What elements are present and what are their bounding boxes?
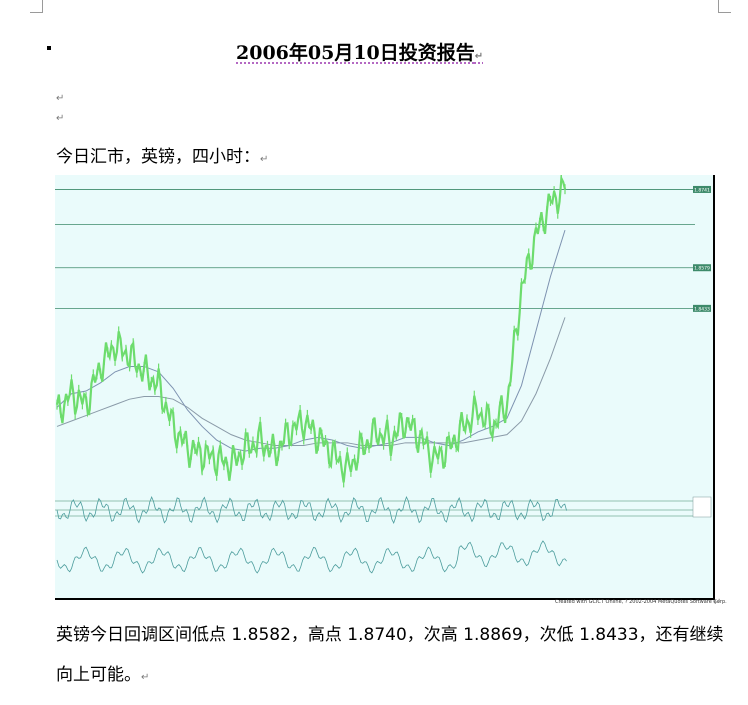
chart-credit: Created with GCICT Online, ? 2002-2004 M… bbox=[555, 599, 727, 605]
paragraph-mark-icon: ↵ bbox=[474, 51, 484, 62]
paragraph-mark-icon: ↵ bbox=[713, 597, 722, 608]
moving-average-fast bbox=[56, 229, 566, 452]
oscillator-value-tag bbox=[692, 496, 712, 518]
title-text: 2006年05月10日投资报告 bbox=[236, 42, 475, 64]
paragraph-mark-icon: ↵ bbox=[260, 154, 269, 165]
moving-average-slow bbox=[56, 317, 566, 447]
paragraph-mark-icon: ↵ bbox=[56, 113, 65, 124]
page-corner-marker-right bbox=[718, 0, 731, 13]
price-level-label: 1.8579 bbox=[694, 266, 710, 272]
paragraph-mark-icon: ↵ bbox=[56, 93, 65, 104]
indicator-line bbox=[56, 540, 567, 574]
intro-text: 今日汇市，英镑，四小时： bbox=[56, 147, 260, 167]
body-text-line-2: 向上可能。 bbox=[56, 665, 141, 685]
document-title[interactable]: 2006年05月10日投资报告↵ bbox=[236, 38, 483, 65]
price-level-tag bbox=[693, 304, 711, 312]
bullet-mark bbox=[47, 46, 51, 50]
price-level-label: 1.8433 bbox=[694, 306, 710, 312]
intro-paragraph[interactable]: 今日汇市，英镑，四小时：↵ bbox=[56, 142, 268, 167]
paragraph-mark-icon: ↵ bbox=[141, 672, 150, 683]
price-level-label: 1.8741 bbox=[694, 187, 710, 193]
body-paragraph-line-1[interactable]: 英镑今日回调区间低点 1.8582，高点 1.8740，次高 1.8869，次低… bbox=[56, 620, 724, 645]
chart-svg: 1.8741 1.8579 1.8433 bbox=[55, 173, 712, 574]
price-level-tag bbox=[693, 264, 711, 272]
price-series-line bbox=[55, 174, 567, 483]
oscillator-line bbox=[56, 496, 567, 524]
forex-chart-image: 1.8741 1.8579 1.8433 bbox=[55, 173, 715, 600]
body-paragraph-line-2[interactable]: 向上可能。↵ bbox=[56, 660, 149, 685]
body-text-line-1: 英镑今日回调区间低点 1.8582，高点 1.8740，次高 1.8869，次低… bbox=[56, 625, 724, 645]
price-level-tag bbox=[693, 185, 711, 193]
page-corner-marker-left bbox=[30, 0, 43, 13]
